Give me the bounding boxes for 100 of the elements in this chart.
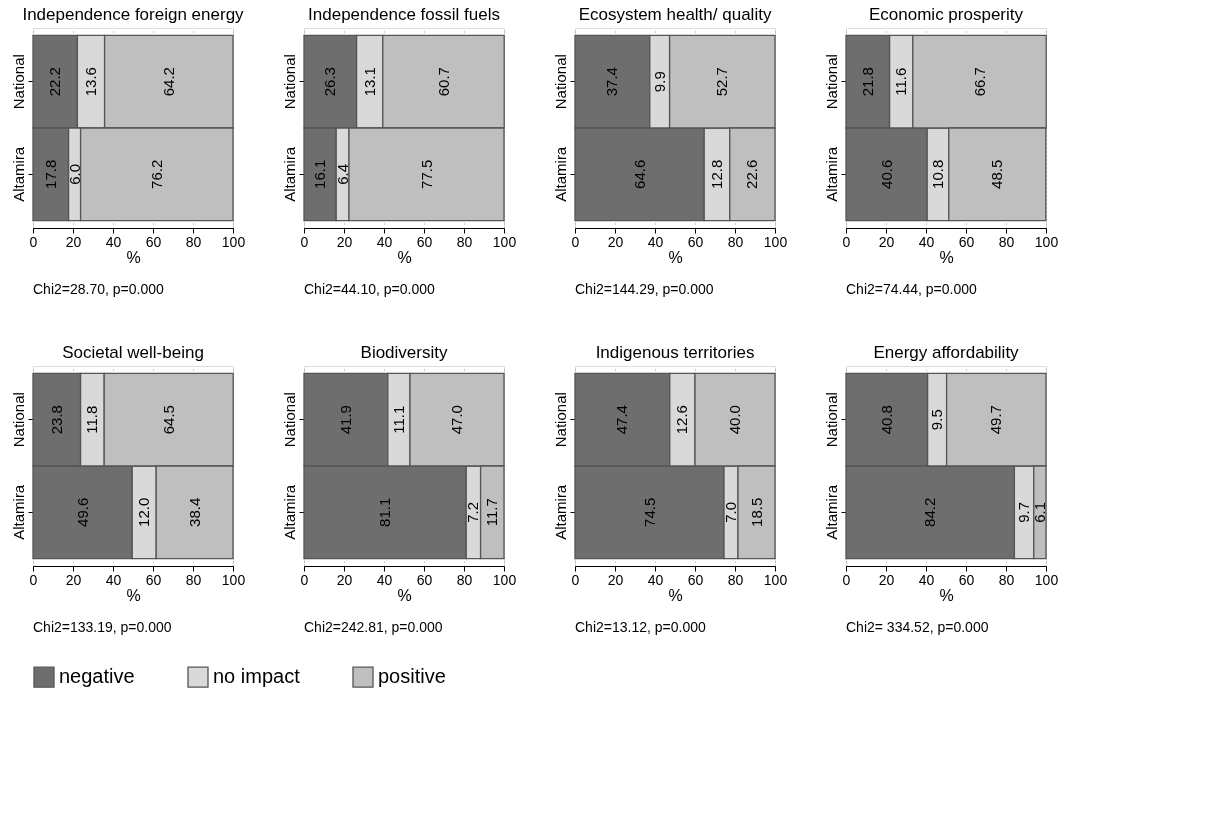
x-tick-label: 40 <box>647 233 664 250</box>
y-tick-label: Altamira <box>280 484 298 540</box>
x-axis-title: % <box>939 586 954 604</box>
x-tick-label: 20 <box>878 233 895 250</box>
y-tick-label: National <box>551 392 569 448</box>
y-tick-label: Altamira <box>280 146 298 202</box>
chart-title: Indigenous territories <box>595 343 755 362</box>
legend-label: no impact <box>213 665 301 688</box>
data-label: 26.3 <box>321 67 339 97</box>
y-tick-label: Altamira <box>822 484 840 540</box>
x-tick-label: 60 <box>416 571 433 588</box>
x-tick-label: 60 <box>145 571 162 588</box>
y-tick-label: Altamira <box>551 146 569 202</box>
x-tick-label: 80 <box>456 233 473 250</box>
chart-title: Biodiversity <box>360 343 448 362</box>
y-tick-label: Altamira <box>9 484 27 540</box>
x-tick-label: 100 <box>492 571 517 588</box>
data-label: 84.2 <box>921 497 939 527</box>
y-tick-label: National <box>822 392 840 448</box>
x-tick-label: 40 <box>918 233 935 250</box>
x-tick-label: 0 <box>571 233 580 250</box>
chart-title: Energy affordability <box>873 343 1020 362</box>
data-label: 47.4 <box>613 405 631 435</box>
data-label: 49.6 <box>73 497 91 527</box>
x-tick-label: 40 <box>376 571 393 588</box>
chart-title: Economic prosperity <box>868 5 1024 24</box>
y-tick-label: National <box>280 392 298 448</box>
x-tick-label: 60 <box>687 571 704 588</box>
x-tick-label: 60 <box>687 233 704 250</box>
x-tick-label: 0 <box>842 571 851 588</box>
x-tick-label: 40 <box>918 571 935 588</box>
x-tick-label: 40 <box>105 571 122 588</box>
data-label: 18.5 <box>747 497 765 527</box>
data-label: 11.8 <box>83 405 101 434</box>
x-tick-label: 20 <box>878 571 895 588</box>
data-label: 6.4 <box>333 163 351 185</box>
x-tick-label: 20 <box>336 571 353 588</box>
data-label: 9.5 <box>928 409 946 431</box>
x-tick-label: 80 <box>185 233 202 250</box>
x-tick-label: 80 <box>727 233 744 250</box>
x-tick-label: 60 <box>416 233 433 250</box>
y-tick-label: National <box>822 54 840 110</box>
data-label: 7.0 <box>722 501 739 523</box>
y-tick-label: National <box>551 54 569 110</box>
y-tick-label: National <box>9 392 27 448</box>
data-label: 6.0 <box>65 163 83 185</box>
data-label: 21.8 <box>858 67 876 97</box>
data-label: 38.4 <box>185 497 203 527</box>
x-tick-label: 80 <box>727 571 744 588</box>
x-tick-label: 20 <box>65 571 82 588</box>
data-label: 40.6 <box>877 159 895 189</box>
data-label: 52.7 <box>713 67 731 97</box>
x-tick-label: 100 <box>221 571 246 588</box>
data-label: 9.9 <box>650 71 668 93</box>
data-label: 60.7 <box>434 67 452 97</box>
x-tick-label: 0 <box>300 571 309 588</box>
x-axis-title: % <box>397 248 412 266</box>
x-axis-title: % <box>668 586 683 604</box>
x-axis-title: % <box>126 248 141 266</box>
data-label: 12.8 <box>708 159 725 189</box>
x-tick-label: 60 <box>958 571 975 588</box>
data-label: 6.1 <box>1030 501 1048 523</box>
data-label: 22.2 <box>46 67 64 97</box>
data-label: 74.5 <box>640 497 658 527</box>
data-label: 64.6 <box>630 159 648 189</box>
legend-label: negative <box>59 665 135 688</box>
x-axis-title: % <box>397 586 412 604</box>
x-tick-label: 100 <box>763 571 788 588</box>
data-label: 17.8 <box>41 159 59 189</box>
x-tick-label: 80 <box>998 571 1015 588</box>
data-label: 11.6 <box>892 67 910 96</box>
data-label: 9.7 <box>1015 501 1033 523</box>
data-label: 13.6 <box>82 67 99 97</box>
data-label: 81.1 <box>376 497 394 527</box>
chart-title: Ecosystem health/ quality <box>578 5 772 24</box>
data-label: 48.5 <box>988 159 1006 189</box>
x-tick-label: 100 <box>763 233 788 250</box>
data-label: 40.0 <box>726 405 743 435</box>
x-tick-label: 100 <box>1034 233 1059 250</box>
chart-title: Independence fossil fuels <box>308 5 500 24</box>
x-tick-label: 40 <box>376 233 393 250</box>
x-tick-label: 80 <box>456 571 473 588</box>
x-tick-label: 20 <box>65 233 82 250</box>
x-tick-label: 60 <box>958 233 975 250</box>
data-label: 76.2 <box>147 159 165 189</box>
y-tick-label: National <box>280 54 298 110</box>
data-label: 41.9 <box>336 405 354 435</box>
x-tick-label: 0 <box>571 571 580 588</box>
data-label: 11.7 <box>483 498 501 527</box>
data-label: 13.1 <box>360 67 378 97</box>
x-tick-label: 100 <box>492 233 517 250</box>
data-label: 66.7 <box>970 67 988 97</box>
chart-title: Independence foreign energy <box>22 5 245 24</box>
text: Chi2=74.44, p=0.000 <box>846 281 977 297</box>
legend-label: positive <box>378 665 446 688</box>
x-axis-title: % <box>126 586 141 604</box>
y-tick-label: Altamira <box>551 484 569 540</box>
x-tick-label: 0 <box>29 233 38 250</box>
x-axis-title: % <box>939 248 954 266</box>
x-tick-label: 100 <box>1034 571 1059 588</box>
